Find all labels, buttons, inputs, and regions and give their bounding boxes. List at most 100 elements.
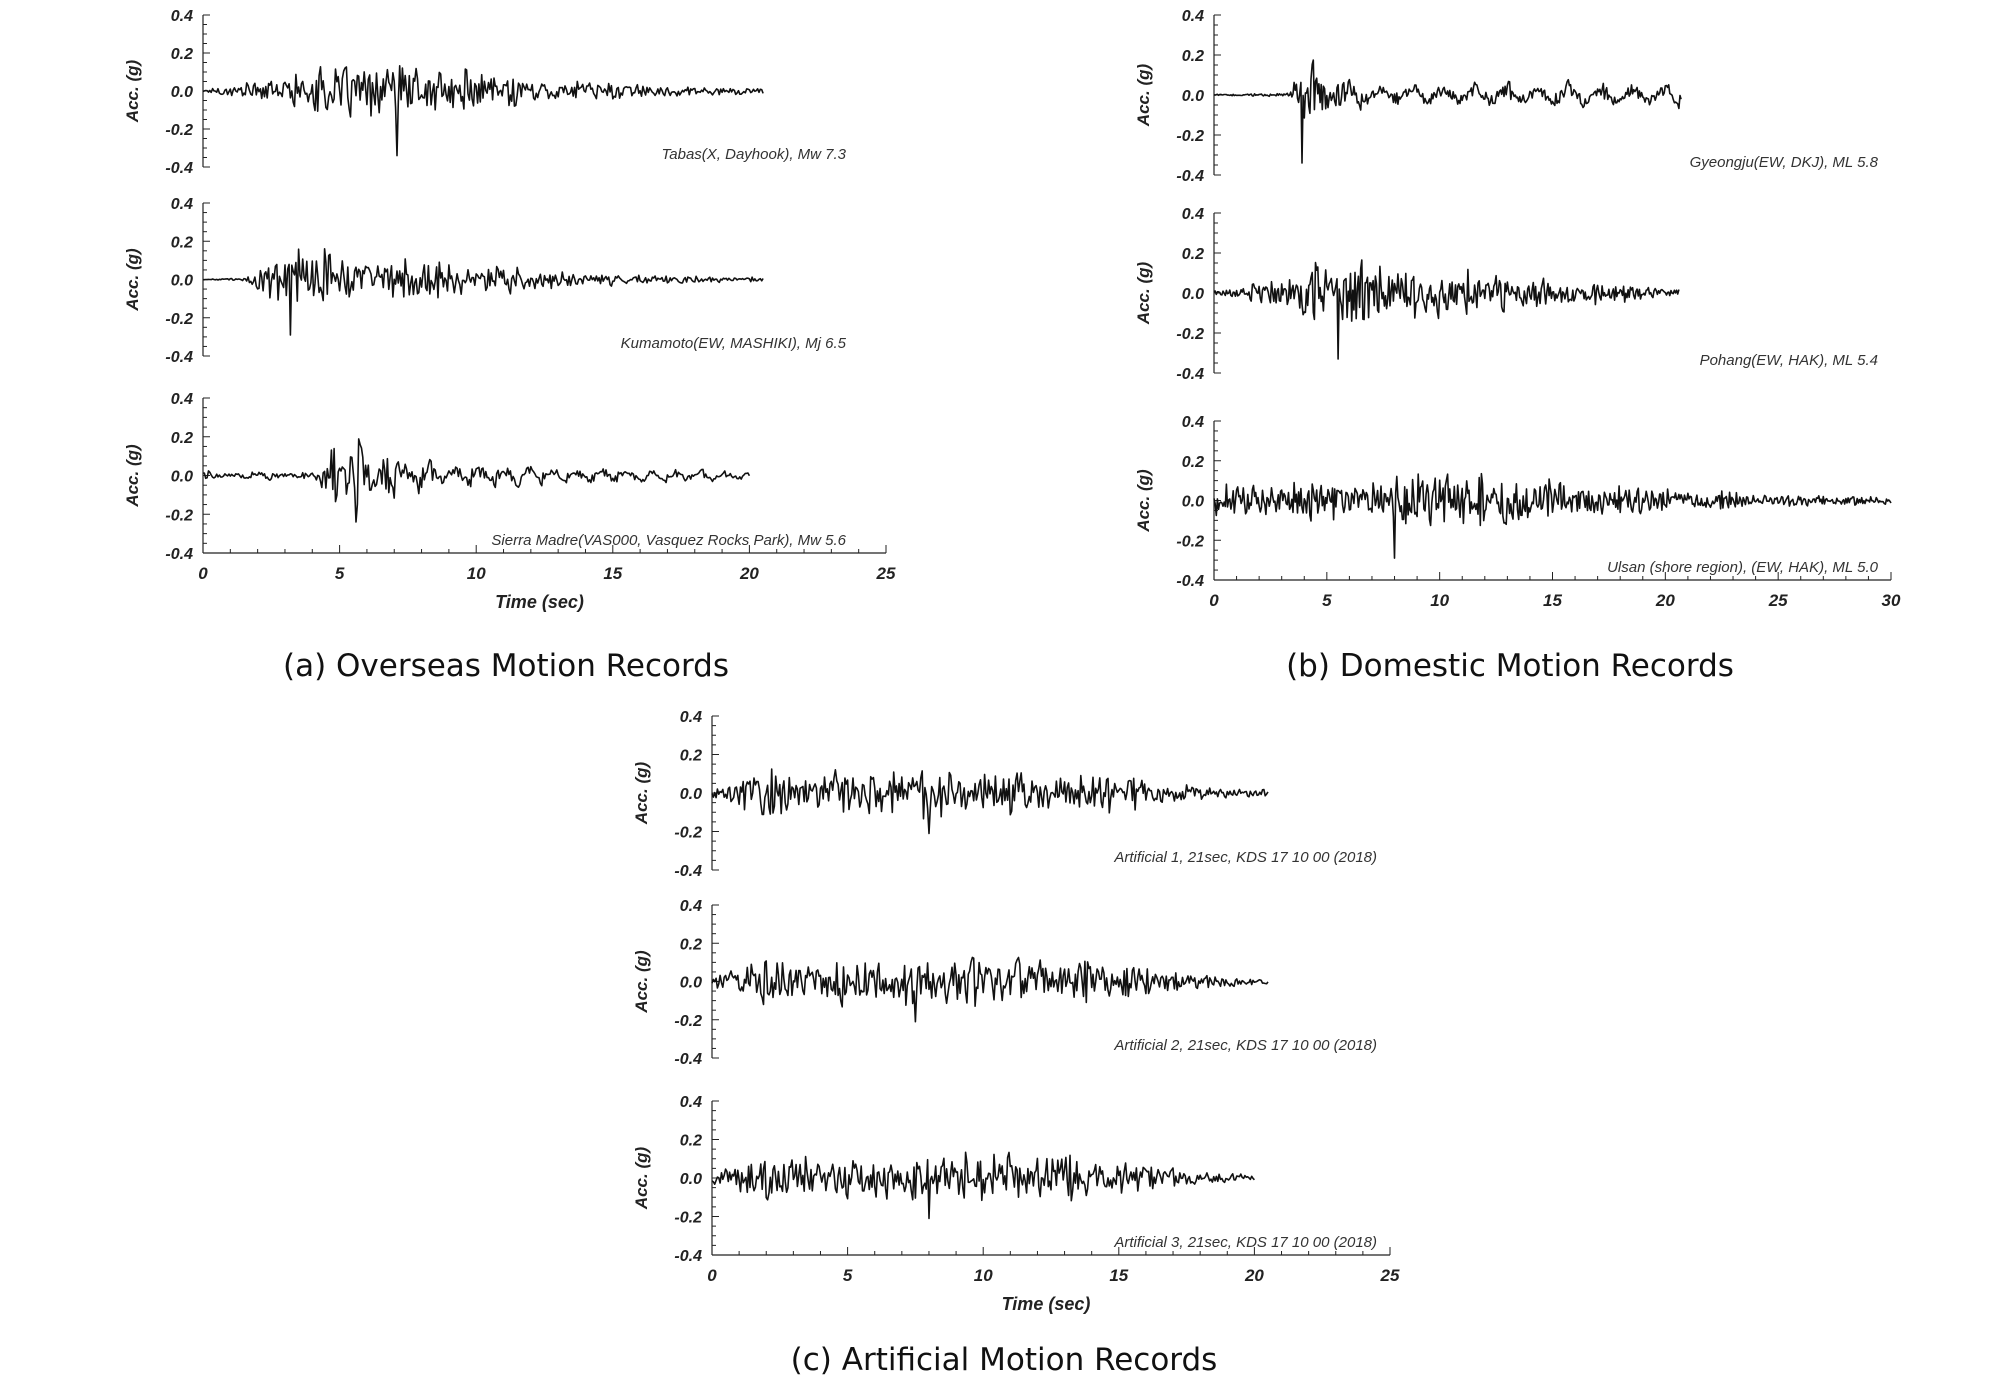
panel-a-subplot-1: 0.4 0.2 0.0 -0.2 -0.4 Acc. (g) Tabas(X, Dayhoo… (123, 8, 847, 177)
y-tick-label: -0.4 (165, 546, 193, 563)
y-axis-label: Acc. (g) (1134, 261, 1153, 325)
y-tick-label: 0.4 (1182, 414, 1204, 431)
y-axis-label: Acc. (g) (1134, 63, 1153, 127)
y-tick-label: -0.4 (674, 1051, 702, 1068)
y-tick-label: 0.2 (680, 1133, 702, 1150)
x-tick-label: 15 (1543, 591, 1562, 610)
x-tick-label: 20 (739, 564, 759, 583)
y-tick-label: 0.2 (1182, 48, 1204, 65)
y-tick-label: 0.0 (680, 1171, 702, 1188)
y-axis-label: Acc. (g) (123, 444, 142, 508)
x-tick-label: 5 (843, 1266, 853, 1285)
y-tick-label: -0.4 (674, 1248, 702, 1265)
y-axis-label: Acc. (g) (632, 761, 651, 825)
panel-b-subplot-1: 0.4 0.2 0.0 -0.2 -0.4 Acc. (g) Gyeongju(EW, DK… (1134, 8, 1879, 185)
record-label: Gyeongju(EW, DKJ), ML 5.8 (1690, 154, 1879, 171)
y-axis-label: Acc. (g) (632, 1146, 651, 1210)
y-tick-label: -0.2 (1176, 326, 1204, 343)
y-tick-label: 0.0 (171, 84, 193, 101)
y-tick-label: 0.0 (1182, 88, 1204, 105)
y-tick-label: 0.0 (680, 786, 702, 803)
y-tick-label: 0.4 (1182, 8, 1204, 25)
x-tick-label: 10 (974, 1266, 993, 1285)
x-tick-label: 10 (467, 564, 486, 583)
acceleration-trace (1213, 59, 1682, 164)
x-tick-label: 25 (876, 564, 896, 583)
panel-a-subplot-3: 0.4 0.2 0.0 -0.2 -0.4 Acc. (g) 0 5 10 15 20 25 Time … (123, 391, 896, 612)
y-tick-label: -0.4 (165, 349, 193, 366)
acceleration-trace (711, 1151, 1255, 1220)
x-axis-label: Time (sec) (495, 592, 584, 612)
acceleration-trace (711, 956, 1269, 1023)
y-tick-label: 0.0 (171, 469, 193, 486)
y-tick-label: 0.4 (1182, 206, 1204, 223)
record-label: Sierra Madre(VAS000, Vasquez Rocks Park)… (491, 532, 846, 549)
x-tick-label: 20 (1244, 1266, 1264, 1285)
panel-c-subplot-3: 0.4 0.2 0.0 -0.2 -0.4 Acc. (g) 0 5 10 15 20 25 Time … (632, 1094, 1400, 1314)
y-axis-label: Acc. (g) (632, 950, 651, 1014)
y-tick-label: -0.2 (165, 122, 193, 139)
y-tick-label: -0.4 (1176, 366, 1204, 383)
acceleration-trace (202, 438, 751, 523)
y-tick-label: 0.4 (680, 898, 702, 915)
y-tick-label: 0.2 (1182, 454, 1204, 471)
record-label: Artificial 1, 21sec, KDS 17 10 00 (2018) (1113, 849, 1377, 866)
y-axis-label: Acc. (g) (123, 248, 142, 312)
panel-c-subplot-1: 0.4 0.2 0.0 -0.2 -0.4 Acc. (g) Artificial 1, 2… (632, 709, 1377, 880)
x-tick-label: 25 (1768, 591, 1788, 610)
y-tick-label: 0.0 (680, 975, 702, 992)
y-tick-label: 0.2 (1182, 246, 1204, 263)
x-tick-label: 5 (1322, 591, 1332, 610)
panel-c-subplot-2: 0.4 0.2 0.0 -0.2 -0.4 Acc. (g) Artificial 2, 2… (632, 898, 1377, 1068)
y-tick-label: 0.4 (171, 196, 193, 213)
y-tick-label: -0.4 (1176, 168, 1204, 185)
y-tick-label: -0.2 (674, 825, 702, 842)
caption-a: (a) Overseas Motion Records (282, 648, 730, 684)
panel-a-subplot-2: 0.4 0.2 0.0 -0.2 -0.4 Acc. (g) Kumamoto(EW, MA… (123, 196, 847, 366)
y-tick-label: 0.2 (171, 46, 193, 63)
y-axis-label: Acc. (g) (1134, 469, 1153, 533)
y-tick-label: -0.2 (1176, 533, 1204, 550)
y-tick-label: 0.4 (171, 8, 193, 25)
x-tick-label: 25 (1380, 1266, 1400, 1285)
y-axis-label: Acc. (g) (123, 59, 142, 123)
y-tick-label: 0.2 (680, 936, 702, 953)
acceleration-trace (1213, 472, 1892, 559)
y-tick-label: -0.4 (1176, 573, 1204, 590)
x-tick-label: 10 (1430, 591, 1449, 610)
caption-c: (c) Artificial Motion Records (790, 1342, 1218, 1378)
x-tick-label: 15 (603, 564, 622, 583)
y-tick-label: -0.4 (165, 160, 193, 177)
x-axis-label: Time (sec) (1002, 1294, 1091, 1314)
caption-b: (b) Domestic Motion Records (1286, 648, 1734, 684)
record-label: Tabas(X, Dayhook), Mw 7.3 (661, 146, 846, 163)
acceleration-trace (711, 768, 1269, 835)
acceleration-trace (1213, 259, 1680, 360)
y-tick-label: 0.0 (171, 273, 193, 290)
record-label: Artificial 2, 21sec, KDS 17 10 00 (2018) (1113, 1037, 1377, 1054)
panel-b-subplot-2: 0.4 0.2 0.0 -0.2 -0.4 Acc. (g) Pohang(EW, HAK)… (1134, 206, 1878, 383)
x-tick-label: 30 (1882, 591, 1901, 610)
y-tick-label: -0.2 (674, 1013, 702, 1030)
x-tick-label: 0 (1209, 591, 1219, 610)
x-tick-label: 0 (707, 1266, 717, 1285)
y-tick-label: 0.2 (680, 748, 702, 765)
x-tick-label: 5 (335, 564, 345, 583)
x-tick-label: 15 (1109, 1266, 1128, 1285)
acceleration-trace (202, 65, 764, 157)
y-tick-label: 0.4 (680, 709, 702, 726)
y-tick-label: 0.0 (1182, 286, 1204, 303)
y-tick-label: 0.2 (171, 430, 193, 447)
y-tick-label: -0.2 (165, 311, 193, 328)
panel-b-subplot-3: 0.4 0.2 0.0 -0.2 -0.4 Acc. (g) 0 5 10 15 20 25 30Uls… (1134, 414, 1901, 610)
y-tick-label: -0.2 (1176, 128, 1204, 145)
x-tick-label: 20 (1655, 591, 1675, 610)
record-label: Artificial 3, 21sec, KDS 17 10 00 (2018) (1113, 1234, 1377, 1251)
y-tick-label: 0.2 (171, 234, 193, 251)
x-tick-label: 0 (198, 564, 208, 583)
y-tick-label: -0.4 (674, 863, 702, 880)
y-tick-label: 0.4 (171, 391, 193, 408)
y-tick-label: -0.2 (674, 1210, 702, 1227)
y-tick-label: 0.0 (1182, 494, 1204, 511)
